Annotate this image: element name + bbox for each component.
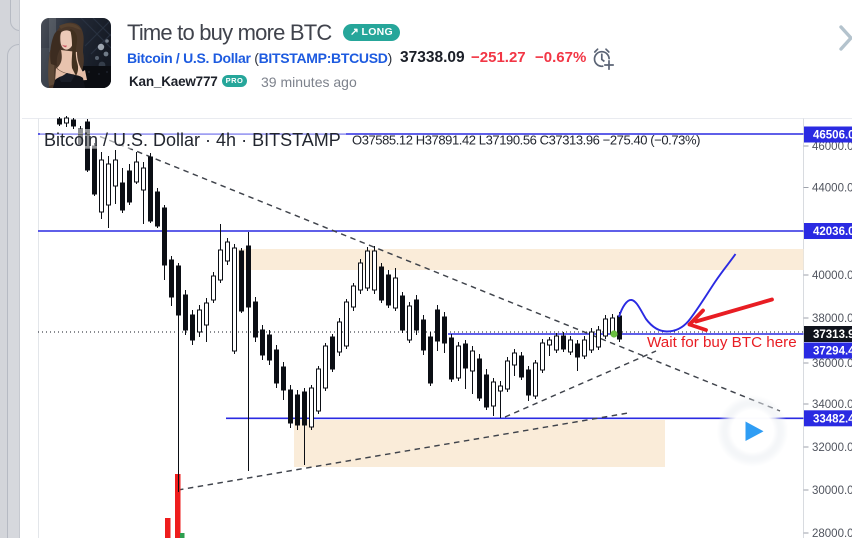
svg-text:46000.00: 46000.00 [812,141,852,153]
svg-text:Wait for buy BTC here: Wait for buy BTC here [647,334,797,351]
svg-text:37313.96: 37313.96 [813,329,852,341]
svg-text:32000.00: 32000.00 [812,442,852,454]
svg-text:28000.00: 28000.00 [812,528,852,538]
svg-text:Bitcoin / U.S. Dollar · 4h · B: Bitcoin / U.S. Dollar · 4h · BITSTAMP [44,130,341,150]
svg-text:37294.46: 37294.46 [813,346,852,358]
svg-text:40000.00: 40000.00 [812,270,852,282]
svg-text:O37585.12 H37891.42 L37190.56: O37585.12 H37891.42 L37190.56 C37313.96 … [352,133,700,148]
svg-text:30000.00: 30000.00 [812,485,852,497]
svg-text:33482.46: 33482.46 [813,413,852,425]
svg-text:34000.00: 34000.00 [812,399,852,411]
svg-text:46506.06: 46506.06 [813,130,852,142]
svg-text:42036.06: 42036.06 [813,226,852,238]
svg-text:36000.00: 36000.00 [812,358,852,370]
svg-text:38000.00: 38000.00 [812,313,852,325]
svg-text:44000.00: 44000.00 [812,183,852,195]
